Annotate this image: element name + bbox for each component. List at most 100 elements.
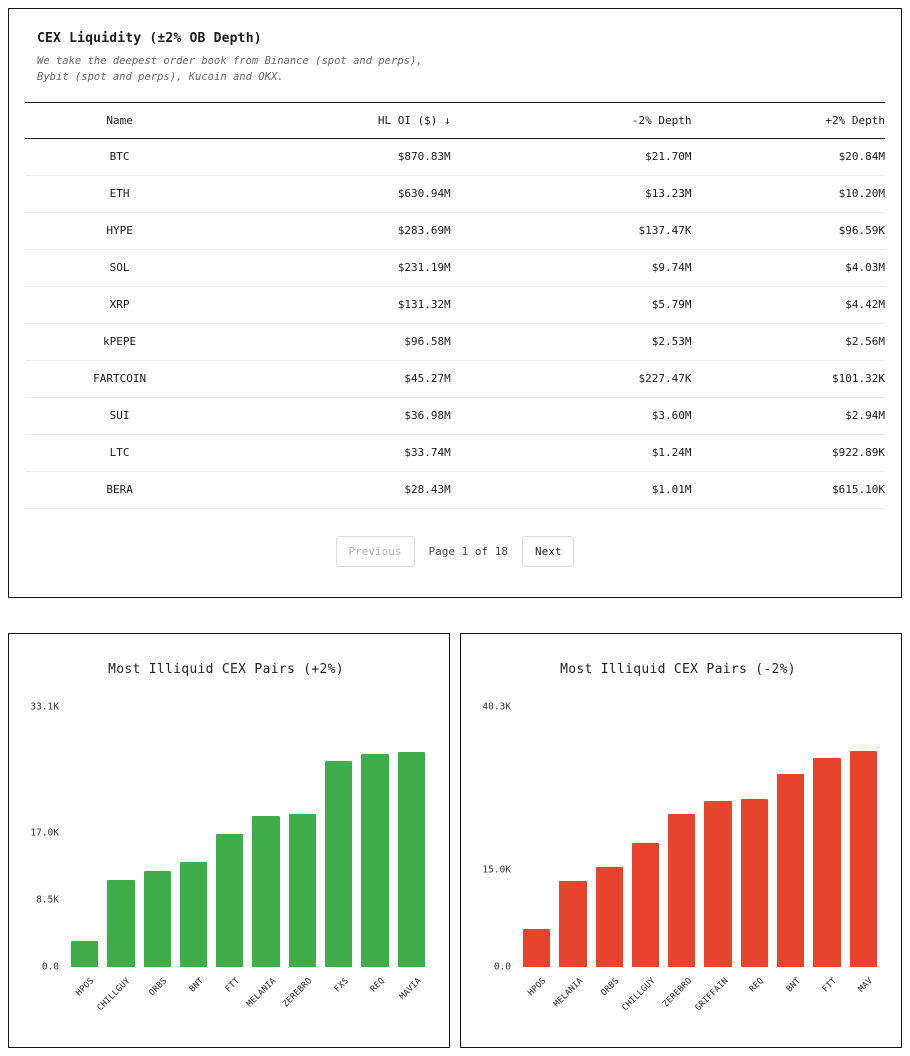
value-cell: $33.74M (214, 434, 451, 472)
bars-minus2: HPOS MELANIA ORBS CHILLGUY ZEREBRO GRIFFAIN RE… (523, 707, 877, 1013)
chart-title-minus2: Most Illiquid CEX Pairs (-2%) (560, 661, 796, 677)
asset-name-cell: BTC (25, 138, 215, 176)
bar-mav[interactable] (849, 751, 877, 967)
bar-chillguy[interactable] (107, 880, 135, 967)
value-cell: $101.32K (691, 360, 885, 398)
x-axis-label: MAV (857, 975, 876, 994)
value-cell: $9.74M (450, 249, 692, 287)
asset-name-cell: FARTCOIN (25, 360, 215, 398)
value-cell: $227.47K (450, 360, 692, 398)
liquidity-table-body: BTC $870.83M $21.70M $20.84M ETH $630.94M $13.… (25, 138, 885, 509)
bar-griffain[interactable] (704, 800, 732, 967)
bar-req[interactable] (361, 753, 389, 967)
value-cell: $1.24M (450, 434, 692, 472)
bar-group-req: REQ (740, 707, 769, 994)
column-header-name[interactable]: Name (25, 101, 215, 139)
column-header-hl-oi[interactable]: HL OI ($) ↓ (214, 101, 451, 139)
bar-ftt[interactable] (813, 757, 841, 967)
bar-zerebro[interactable] (668, 813, 696, 967)
bar-group-mav: MAV (849, 707, 877, 994)
bars-plus2: HPOS CHILLGUY ORBS BNT FTT MELANIA ZEREBRO FXS R… (71, 707, 425, 1013)
bar-hpos[interactable] (71, 940, 99, 967)
x-axis-label: ZEREBRO (281, 975, 315, 1009)
value-cell: $922.89K (691, 434, 885, 472)
x-axis-label: CHILLGUY (620, 975, 658, 1013)
bar-hpos[interactable] (523, 929, 551, 967)
value-cell: $36.98M (214, 397, 451, 435)
column-header-2%-depth[interactable]: -2% Depth (450, 101, 692, 139)
bar-group-chillguy: CHILLGUY (96, 707, 135, 1013)
x-axis-label: ORBS (599, 975, 622, 998)
x-axis-label: REQ (748, 975, 767, 994)
bar-group-zerebro: ZEREBRO (281, 707, 317, 1009)
asset-name-cell: SUI (25, 397, 215, 435)
asset-name-cell: HYPE (25, 212, 215, 250)
x-axis-label: MELANIA (244, 975, 279, 1009)
table-row: BERA $28.43M $1.01M $615.10K (25, 471, 885, 509)
bar-group-ftt: FTT (813, 707, 841, 994)
table-row: SOL $231.19M $9.74M $4.03M (25, 249, 885, 287)
value-cell: $615.10K (691, 471, 885, 509)
bar-chillguy[interactable] (631, 842, 660, 967)
value-cell: $20.84M (691, 138, 885, 176)
value-cell: $13.23M (450, 175, 692, 213)
chart-most-illiquid-plus2: Most Illiquid CEX Pairs (+2%) 0.0 8.5K 17.… (8, 632, 450, 1048)
bar-group-fxs: FXS (325, 707, 353, 994)
value-cell: $137.47K (450, 212, 692, 250)
table-row: LTC $33.74M $1.24M $922.89K (25, 434, 885, 472)
table-row: HYPE $283.69M $137.47K $96.59K (25, 212, 885, 250)
bar-req[interactable] (740, 799, 769, 967)
asset-name-cell: XRP (25, 286, 215, 324)
bar-group-melania: MELANIA (245, 707, 280, 1009)
bar-group-ftt: FTT (216, 707, 244, 994)
next-button[interactable]: Next (521, 535, 575, 567)
bar-ftt[interactable] (216, 833, 244, 967)
value-cell: $21.70M (450, 138, 692, 176)
cex-liquidity-card: CEX Liquidity (±2% OB Depth) We take the… (8, 8, 902, 598)
y-axis-tick-label: 15.0K (482, 864, 511, 876)
y-axis-tick-label: 0.0 (41, 961, 59, 973)
value-cell: $2.53M (450, 323, 692, 361)
value-cell: $10.20M (691, 175, 885, 213)
value-cell: $5.79M (450, 286, 692, 324)
x-axis-label: BNT (784, 975, 803, 994)
bar-group-griffain: GRIFFAIN (693, 707, 732, 1013)
x-axis-label: CHILLGUY (95, 975, 134, 1013)
bar-bnt[interactable] (777, 773, 805, 967)
charts-row: Most Illiquid CEX Pairs (+2%) 0.0 8.5K 17.… (8, 632, 902, 1048)
y-axis-tick-label: 0.0 (493, 961, 511, 973)
value-cell: $283.69M (214, 212, 451, 250)
asset-name-cell: ETH (25, 175, 215, 213)
bar-mavia[interactable] (397, 752, 425, 967)
bar-group-zerebro: ZEREBRO (661, 707, 696, 1009)
value-cell: $4.03M (691, 249, 885, 287)
value-cell: $131.32M (214, 286, 451, 324)
value-cell: $630.94M (214, 175, 451, 213)
bar-orbs[interactable] (595, 867, 623, 967)
x-axis-label: BNT (187, 975, 206, 994)
x-axis-label: GRIFFAIN (693, 975, 731, 1013)
table-row: BTC $870.83M $21.70M $20.84M (25, 138, 885, 176)
y-axis-tick-label: 40.3K (482, 701, 511, 713)
y-axis-tick-label: 33.1K (30, 701, 59, 713)
previous-button[interactable]: Previous (335, 535, 415, 567)
x-axis-label: MAVIA (397, 975, 424, 1002)
bar-zerebro[interactable] (288, 814, 317, 967)
column-header-+2%-depth[interactable]: +2% Depth (691, 101, 885, 139)
bar-group-req: REQ (361, 707, 389, 994)
x-axis-label: FTT (223, 975, 242, 994)
bar-bnt[interactable] (179, 862, 208, 967)
bar-melania[interactable] (559, 880, 587, 967)
value-cell: $231.19M (214, 249, 451, 287)
value-cell: $96.59K (691, 212, 885, 250)
card-subtitle: We take the deepest order book from Bina… (37, 55, 423, 84)
bar-orbs[interactable] (143, 870, 171, 967)
table-row: kPEPE $96.58M $2.53M $2.56M (25, 323, 885, 361)
bar-melania[interactable] (252, 815, 280, 967)
asset-name-cell: LTC (25, 434, 215, 472)
bar-fxs[interactable] (325, 760, 353, 967)
chart-title-plus2: Most Illiquid CEX Pairs (+2%) (108, 661, 344, 677)
asset-name-cell: kPEPE (25, 323, 215, 361)
bar-group-hpos: HPOS (523, 707, 551, 998)
bar-group-mavia: MAVIA (397, 707, 425, 1001)
